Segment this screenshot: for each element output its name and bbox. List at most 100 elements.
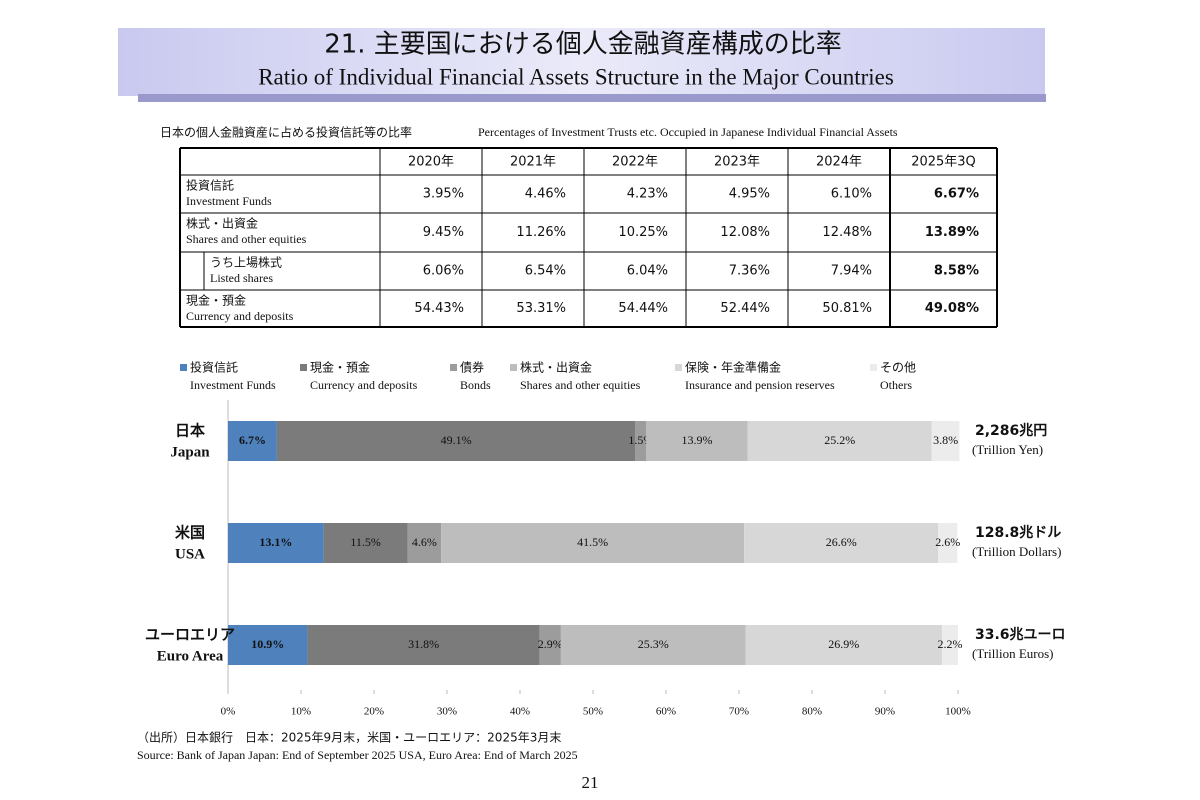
table-cell: 52.44% bbox=[720, 301, 770, 316]
data-label: 41.5% bbox=[577, 535, 608, 549]
data-label: 3.8% bbox=[933, 433, 958, 447]
data-label: 4.6% bbox=[412, 535, 437, 549]
table-cell: 6.54% bbox=[525, 264, 566, 279]
data-label: 31.8% bbox=[408, 637, 439, 651]
table-column-header: 2022年 bbox=[612, 155, 658, 170]
data-label: 11.5% bbox=[350, 535, 381, 549]
category-label: ユーロエリア bbox=[145, 626, 235, 644]
category-label-en: USA bbox=[175, 546, 205, 562]
x-tick-label: 0% bbox=[221, 706, 236, 718]
bar-segment bbox=[539, 625, 561, 665]
category-label: 日本 bbox=[175, 422, 205, 440]
total-label: 2,286兆円 bbox=[975, 423, 1047, 439]
legend-label: 債券 bbox=[460, 360, 484, 375]
x-tick-label: 100% bbox=[945, 706, 971, 718]
total-label: 33.6兆ユーロ bbox=[975, 627, 1066, 643]
x-tick-label: 50% bbox=[583, 706, 603, 718]
legend-label-en: Shares and other equities bbox=[520, 378, 641, 392]
table-header-bg bbox=[180, 148, 997, 175]
bar-segment bbox=[635, 421, 647, 461]
table-title-en: Percentages of Investment Trusts etc. Oc… bbox=[478, 125, 898, 139]
table-cell: 6.04% bbox=[627, 264, 668, 279]
x-tick-label: 60% bbox=[656, 706, 676, 718]
subtitle: Ratio of Individual Financial Assets Str… bbox=[258, 64, 894, 89]
bar-segment bbox=[745, 625, 942, 665]
bar-segment bbox=[407, 523, 442, 563]
legend-swatch bbox=[450, 364, 457, 371]
bar-segment bbox=[228, 523, 324, 563]
bar-segment bbox=[560, 625, 746, 665]
table-cell: 8.58% bbox=[934, 264, 979, 279]
table-cell: 9.45% bbox=[423, 225, 464, 240]
data-label: 2.9% bbox=[538, 637, 563, 651]
bar-segment bbox=[307, 625, 540, 665]
total-unit: (Trillion Yen) bbox=[972, 442, 1043, 457]
category-label: 米国 bbox=[175, 524, 205, 542]
legend-label: 現金・預金 bbox=[310, 360, 370, 375]
table-column-header: 2024年 bbox=[816, 155, 862, 170]
data-label: 2.2% bbox=[937, 637, 962, 651]
legend-swatch bbox=[180, 364, 187, 371]
total-unit: (Trillion Dollars) bbox=[972, 544, 1061, 559]
header-shadow bbox=[138, 94, 1046, 102]
data-label: 25.2% bbox=[824, 433, 855, 447]
title: 21. 主要国における個人金融資産構成の比率 bbox=[324, 30, 842, 60]
bar-segment bbox=[276, 421, 636, 461]
table-cell: 12.48% bbox=[822, 225, 872, 240]
legend-label-en: Currency and deposits bbox=[310, 378, 418, 392]
row-label-en: Investment Funds bbox=[186, 194, 272, 208]
category-label-en: Japan bbox=[170, 444, 210, 460]
bar-segment bbox=[228, 421, 277, 461]
x-tick-label: 30% bbox=[437, 706, 457, 718]
data-label: 26.6% bbox=[826, 535, 857, 549]
data-label: 25.3% bbox=[638, 637, 669, 651]
data-label: 13.9% bbox=[682, 433, 713, 447]
row-label: 現金・預金 bbox=[186, 293, 246, 308]
data-label: 26.9% bbox=[828, 637, 859, 651]
table-cell: 6.10% bbox=[831, 187, 872, 202]
legend-swatch bbox=[300, 364, 307, 371]
legend-swatch bbox=[870, 364, 877, 371]
data-label: 10.9% bbox=[251, 637, 284, 651]
row-label-en: Shares and other equities bbox=[186, 232, 307, 246]
legend-label: その他 bbox=[880, 361, 916, 375]
legend-label-en: Bonds bbox=[460, 378, 491, 392]
table-cell: 11.26% bbox=[516, 225, 566, 240]
table-cell: 3.95% bbox=[423, 187, 464, 202]
table-cell: 6.67% bbox=[934, 187, 979, 202]
x-tick-label: 20% bbox=[364, 706, 384, 718]
data-label: 2.6% bbox=[935, 535, 960, 549]
row-label: うち上場株式 bbox=[210, 255, 282, 270]
table-cell: 50.81% bbox=[822, 301, 872, 316]
x-tick-label: 10% bbox=[291, 706, 311, 718]
row-label-en: Currency and deposits bbox=[186, 309, 294, 323]
table-cell: 49.08% bbox=[925, 301, 979, 316]
bar-segment bbox=[747, 421, 932, 461]
x-tick-label: 70% bbox=[729, 706, 749, 718]
bar-segment bbox=[941, 625, 958, 665]
row-label: 投資信託 bbox=[186, 178, 234, 193]
category-label-en: Euro Area bbox=[157, 648, 224, 664]
table-cell: 54.44% bbox=[618, 301, 668, 316]
row-label: 株式・出資金 bbox=[186, 216, 258, 231]
table-cell: 12.08% bbox=[720, 225, 770, 240]
legend-swatch bbox=[675, 364, 682, 371]
row-label-en: Listed shares bbox=[210, 271, 273, 285]
table-column-header: 2021年 bbox=[510, 155, 556, 170]
table-cell: 53.31% bbox=[516, 301, 566, 316]
table-column-header: 2023年 bbox=[714, 155, 760, 170]
table-cell: 4.23% bbox=[627, 187, 668, 202]
table-cell: 6.06% bbox=[423, 264, 464, 279]
x-tick-label: 80% bbox=[802, 706, 822, 718]
table-column-header: 2025年3Q bbox=[911, 155, 976, 170]
table-cell: 54.43% bbox=[414, 301, 464, 316]
table-cell: 4.95% bbox=[729, 187, 770, 202]
total-label: 128.8兆ドル bbox=[975, 525, 1061, 541]
bar-segment bbox=[441, 523, 745, 563]
legend-label: 投資信託 bbox=[190, 360, 238, 375]
bar-segment bbox=[323, 523, 408, 563]
table-cell: 7.94% bbox=[831, 264, 872, 279]
table-column-header: 2020年 bbox=[408, 155, 454, 170]
data-label: 49.1% bbox=[441, 433, 472, 447]
